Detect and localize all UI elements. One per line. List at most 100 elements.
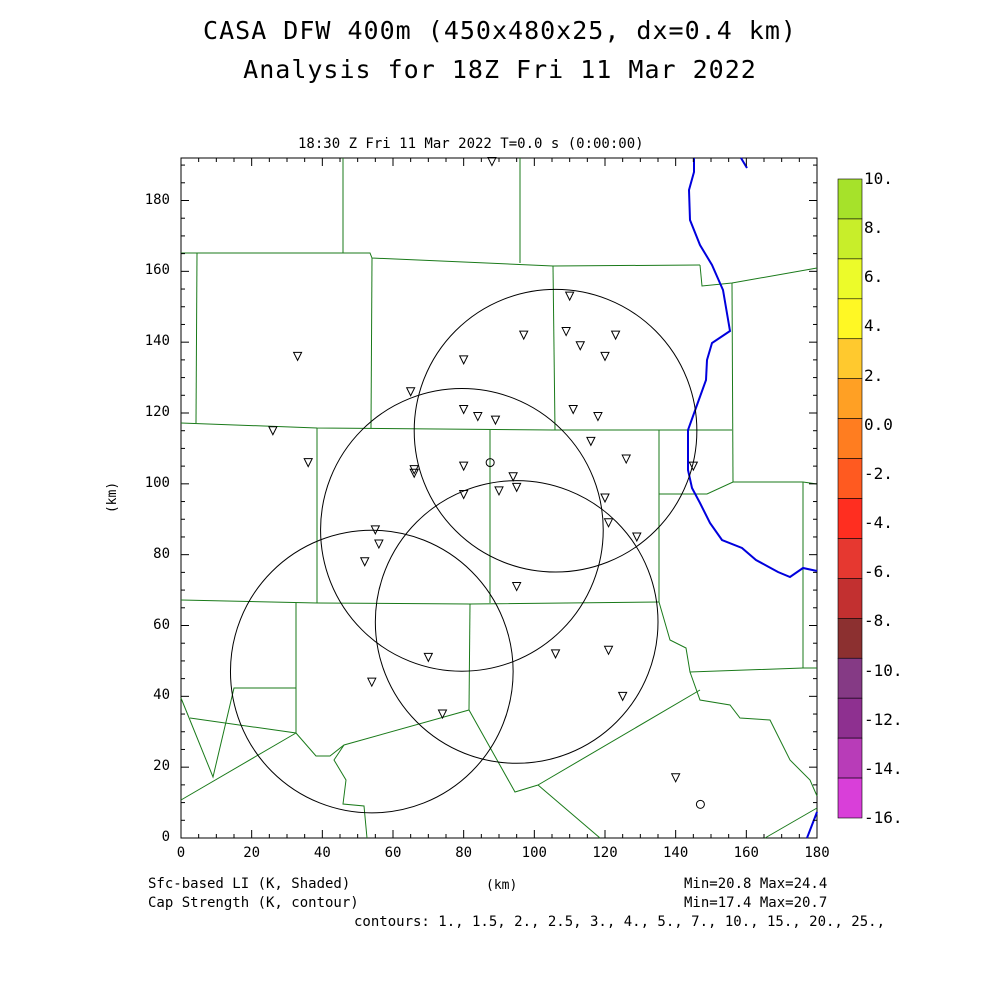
- y-tick-label: 180: [144, 191, 170, 208]
- station-marker: [603, 645, 614, 656]
- station-marker: [593, 412, 603, 422]
- station-marker: [303, 458, 314, 468]
- station-marker: [586, 436, 596, 447]
- colorbar-swatch: [837, 657, 863, 699]
- station-marker: [423, 652, 434, 663]
- y-tick-label: 40: [153, 687, 170, 704]
- colorbar-label: -2.: [864, 463, 893, 483]
- x-tick-label: 40: [313, 845, 331, 861]
- contour-field-label: Cap Strength (K, contour): [148, 895, 359, 911]
- x-axis-label: (km): [486, 878, 518, 893]
- x-tick-label: 160: [733, 845, 759, 861]
- shaded-min-max: Min=20.8 Max=24.4: [684, 876, 828, 892]
- station-marker: [600, 351, 610, 362]
- colorbar-swatch: [837, 697, 863, 739]
- shaded-field-label: Sfc-based LI (K, Shaded): [148, 876, 351, 892]
- plot-frame: [180, 157, 818, 839]
- radar-range-ring: [374, 480, 659, 764]
- colorbar-swatch: [837, 418, 863, 459]
- station-marker: [458, 404, 469, 415]
- axis-ticks: [180, 158, 818, 839]
- station-marker: [550, 649, 561, 659]
- colorbar-swatch: [837, 777, 863, 819]
- colorbar-label: -8.: [864, 611, 893, 631]
- colorbar-swatch: [837, 618, 863, 659]
- y-tick-label: 0: [161, 829, 170, 845]
- station-marker: [472, 412, 483, 422]
- station-marker: [511, 482, 522, 493]
- y-tick-label: 60: [153, 616, 170, 633]
- radar-range-ring: [413, 288, 698, 573]
- colorbar-swatch: [837, 378, 863, 419]
- radar-site-marker: [485, 458, 495, 468]
- radar-range-rings: [229, 288, 698, 814]
- y-axis-label: (km): [105, 481, 121, 514]
- station-marker: [631, 532, 642, 543]
- colorbar-label: -16.: [864, 808, 903, 827]
- radar-site-marker: [695, 799, 705, 809]
- x-tick-label: 100: [521, 845, 547, 861]
- station-marker: [487, 157, 497, 167]
- x-tick-label: 140: [663, 845, 689, 861]
- x-tick-label: 60: [384, 845, 402, 861]
- x-tick-label: 180: [804, 845, 830, 861]
- colorbar-swatch: [837, 298, 863, 340]
- colorbar-swatch: [837, 498, 863, 539]
- station-marker: [688, 461, 699, 472]
- colorbar-swatch: [837, 578, 863, 619]
- station-marker: [610, 330, 621, 341]
- colorbar: [837, 178, 863, 819]
- y-tick-label: 100: [144, 474, 170, 491]
- colorbar-label: 2.: [864, 365, 884, 385]
- colorbar-label: 6.: [864, 267, 884, 287]
- valid-time-label: 18:30 Z Fri 11 Mar 2022 T=0.0 s (0:00:00…: [298, 136, 644, 152]
- station-marker: [370, 525, 381, 535]
- colorbar-label: 8.: [864, 218, 884, 238]
- station-marker: [405, 387, 416, 397]
- x-tick-label: 80: [455, 845, 473, 861]
- contour-levels: contours: 1., 1.5, 2., 2.5, 3., 4., 5., …: [354, 914, 886, 930]
- station-marker: [458, 489, 469, 500]
- radar-range-ring: [320, 388, 604, 672]
- station-marker: [409, 468, 420, 479]
- colorbar-swatch: [837, 538, 863, 579]
- colorbar-swatch: [837, 178, 863, 220]
- radar-range-ring: [229, 529, 514, 814]
- county-boundaries: [180, 158, 818, 839]
- station-marker: [366, 677, 377, 688]
- station-marker: [268, 426, 278, 436]
- station-marker: [437, 709, 448, 720]
- station-marker: [518, 330, 529, 341]
- colorbar-label: -14.: [864, 758, 903, 778]
- x-tick-label: 120: [592, 845, 618, 861]
- colorbar-label: 4.: [864, 316, 884, 336]
- station-marker: [374, 539, 384, 550]
- station-marker: [621, 454, 632, 465]
- colorbar-swatch: [837, 338, 863, 379]
- station-marker: [564, 291, 575, 302]
- station-marker: [490, 415, 501, 426]
- y-tick-label: 120: [144, 404, 170, 420]
- colorbar-label: -6.: [864, 562, 893, 582]
- station-marker: [575, 341, 586, 351]
- station-marker: [600, 493, 610, 504]
- station-marker: [508, 472, 518, 482]
- station-marker: [561, 327, 571, 337]
- station-marker: [458, 355, 469, 365]
- y-tick-label: 140: [144, 333, 170, 350]
- station-marker: [670, 773, 681, 783]
- plot-title: CASA DFW 400m (450x480x25, dx=0.4 km): [203, 16, 797, 45]
- station-markers: [268, 157, 705, 809]
- colorbar-label: -12.: [864, 709, 903, 729]
- colorbar-label: -4.: [864, 513, 893, 533]
- y-tick-label: 20: [153, 758, 170, 775]
- station-marker: [359, 557, 370, 567]
- colorbar-swatch: [837, 258, 863, 300]
- plot-subtitle-analysis: Analysis for 18Z Fri 11 Mar 2022: [243, 55, 757, 84]
- station-marker: [511, 582, 522, 592]
- station-marker: [494, 486, 504, 497]
- y-tick-label: 160: [144, 262, 170, 279]
- colorbar-swatch: [837, 218, 863, 260]
- x-tick-label: 0: [176, 845, 186, 861]
